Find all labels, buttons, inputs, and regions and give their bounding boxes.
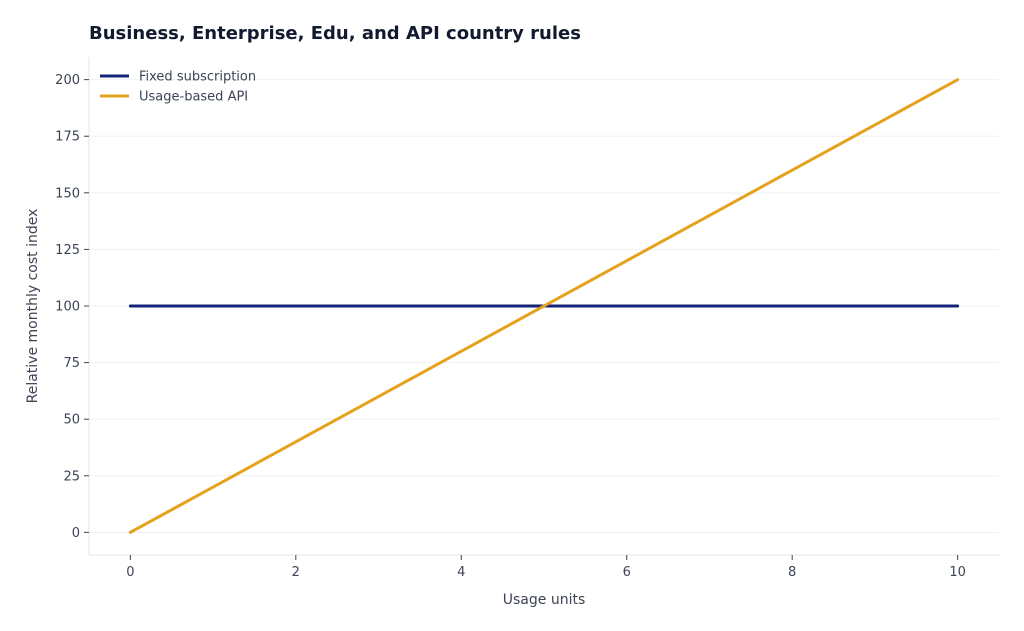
y-tick-label: 0 bbox=[72, 526, 80, 541]
x-tick-label: 8 bbox=[788, 565, 796, 580]
x-ticks: 0 2 4 6 8 10 bbox=[126, 555, 966, 580]
x-tick-label: 6 bbox=[623, 565, 631, 580]
y-tick-label: 150 bbox=[55, 186, 80, 201]
legend-label: Fixed subscription bbox=[139, 70, 256, 85]
x-tick-label: 4 bbox=[457, 565, 465, 580]
y-tick-label: 50 bbox=[63, 413, 80, 428]
series bbox=[128, 78, 960, 534]
y-ticks: 0 25 50 75 100 125 150 175 200 bbox=[55, 73, 89, 541]
y-tick-label: 200 bbox=[55, 73, 80, 88]
x-tick-label: 2 bbox=[292, 565, 300, 580]
chart-title: Business, Enterprise, Edu, and API count… bbox=[89, 23, 581, 44]
y-tick-label: 100 bbox=[55, 300, 80, 315]
y-tick-label: 175 bbox=[55, 130, 80, 145]
y-tick-label: 25 bbox=[63, 469, 80, 484]
x-tick-label: 0 bbox=[126, 565, 134, 580]
y-tick-label: 75 bbox=[63, 356, 80, 371]
x-tick-label: 10 bbox=[949, 565, 966, 580]
y-axis-label: Relative monthly cost index bbox=[25, 209, 41, 404]
y-tick-label: 125 bbox=[55, 243, 80, 258]
series-line bbox=[128, 78, 960, 534]
legend: Fixed subscription Usage-based API bbox=[100, 70, 256, 105]
x-axis-label: Usage units bbox=[503, 592, 586, 608]
legend-label: Usage-based API bbox=[139, 90, 248, 105]
